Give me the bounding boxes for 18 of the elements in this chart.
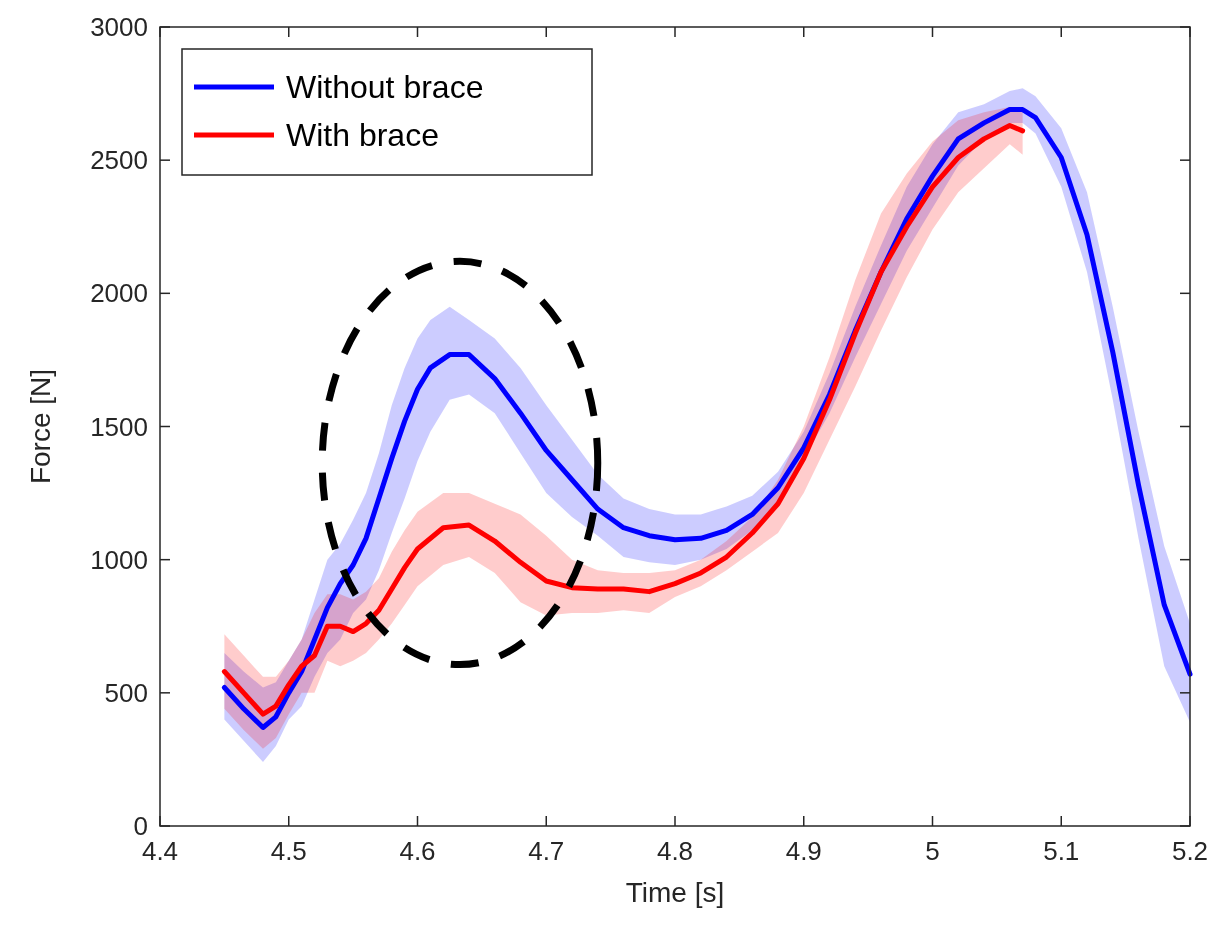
x-tick-label: 5.1 (1043, 836, 1080, 866)
y-axis-title: Force [N] (25, 368, 56, 485)
x-axis-title: Time [s] (625, 877, 725, 908)
legend-label: With brace (286, 117, 439, 153)
x-tick-label: 4.6 (399, 836, 436, 866)
y-tick-label: 2000 (90, 278, 148, 309)
y-tick-label: 1000 (90, 544, 148, 575)
x-tick-label: 4.7 (528, 836, 565, 866)
x-tick-label: 4.8 (656, 836, 694, 866)
y-tick-label: 3000 (90, 12, 148, 42)
x-tick-label: 5 (925, 836, 940, 866)
y-tick-label: 2500 (90, 145, 148, 176)
y-tick-label: 1500 (90, 411, 148, 442)
y-tick-label: 500 (104, 677, 148, 708)
x-tick-label: 4.9 (785, 836, 822, 866)
x-tick-label: 4.5 (270, 836, 307, 866)
x-tick-label: 5.2 (1171, 836, 1209, 866)
legend-label: Without brace (286, 69, 484, 105)
